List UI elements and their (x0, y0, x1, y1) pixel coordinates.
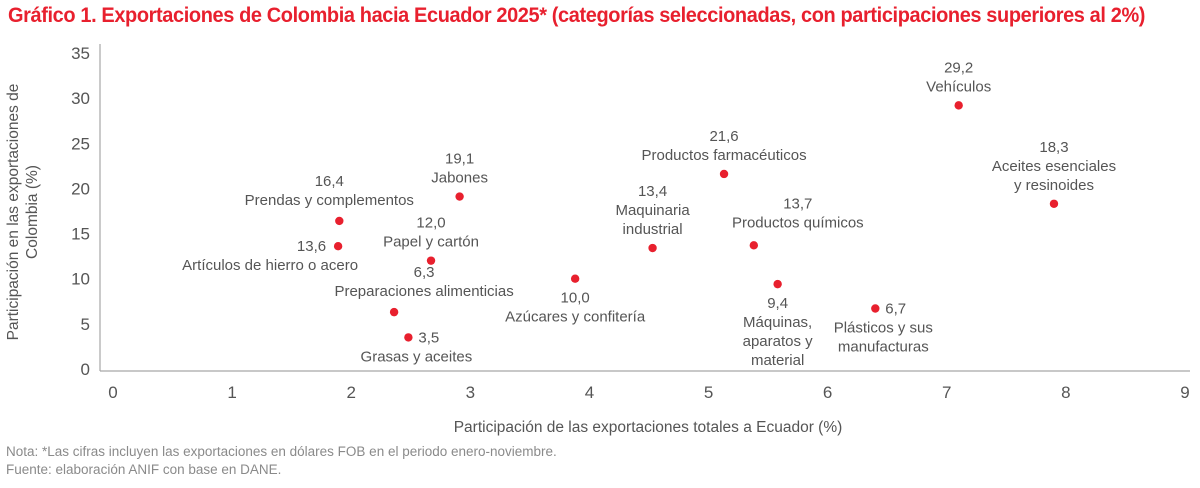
x-tick-label: 5 (704, 383, 713, 402)
data-name-label: Plásticos y sus (834, 320, 933, 337)
data-points (333, 101, 1059, 342)
data-point (773, 279, 782, 289)
data-value-label: 18,3 (1039, 139, 1068, 156)
x-tick-labels: 0 1 2 3 4 5 6 7 8 9 (108, 383, 1189, 402)
data-labels: 29,2 Vehículos 18,3 Aceites esenciales y res… (182, 59, 1116, 369)
y-tick-label: 30 (71, 89, 90, 108)
y-tick-label: 15 (71, 225, 90, 244)
y-tick-label: 25 (71, 134, 90, 153)
data-name-label: Productos farmacéuticos (642, 147, 807, 164)
y-tick-label: 0 (81, 360, 90, 379)
x-tick-label: 7 (942, 383, 951, 402)
x-tick-label: 6 (823, 383, 832, 402)
data-value-label: 10,0 (561, 290, 590, 307)
y-axis-title-line: Colombia (%) (24, 165, 41, 259)
data-point (749, 241, 759, 250)
data-value-label: 13,4 (638, 183, 667, 200)
data-name-label: y resinoides (1014, 177, 1094, 194)
data-point (570, 274, 580, 283)
data-name-label: Aceites esenciales (992, 158, 1116, 175)
data-name-label: Máquinas, (743, 314, 812, 331)
data-point (648, 243, 657, 253)
data-name-label: Artículos de hierro o acero (182, 257, 358, 274)
x-tick-label: 1 (227, 383, 236, 402)
data-name-label: Prendas y complementos (245, 192, 414, 209)
x-axis-title: Participación de las exportaciones total… (454, 419, 843, 436)
data-name-label: material (751, 352, 804, 369)
data-point (426, 256, 436, 265)
data-name-label: Productos químicos (732, 214, 864, 231)
data-point (404, 333, 413, 342)
data-name-label: Jabones (431, 170, 488, 187)
data-value-label: 6,3 (414, 264, 435, 281)
y-tick-label: 35 (71, 44, 90, 63)
y-tick-label: 10 (71, 270, 90, 289)
x-tick-label: 4 (585, 383, 594, 402)
data-name-label: aparatos y (743, 333, 814, 350)
data-value-label: 21,6 (709, 128, 738, 145)
data-value-label: 12,0 (416, 215, 445, 232)
x-tick-label: 0 (108, 383, 117, 402)
x-tick-label: 9 (1180, 383, 1189, 402)
source-text: Fuente: elaboración ANIF con base en DAN… (6, 462, 282, 477)
data-point (871, 304, 880, 313)
data-point (389, 307, 399, 317)
y-tick-label: 5 (81, 315, 90, 334)
data-value-label: 3,5 (418, 329, 439, 346)
y-axis-title-line: Participación en las exportaciones de (5, 84, 22, 341)
data-name-label: Vehículos (926, 78, 991, 95)
data-value-label: 9,4 (767, 295, 788, 312)
data-name-label: industrial (623, 221, 683, 238)
data-value-label: 6,7 (885, 301, 906, 318)
data-value-label: 29,2 (944, 59, 973, 76)
data-point (1049, 199, 1059, 208)
x-tick-label: 8 (1061, 383, 1070, 402)
data-name-label: Azúcares y confitería (505, 309, 646, 326)
data-name-label: Grasas y aceites (361, 348, 473, 365)
data-name-label: Papel y cartón (383, 234, 479, 251)
data-name-label: Preparaciones alimenticias (334, 283, 513, 300)
data-name-label: manufacturas (838, 339, 929, 356)
data-point (335, 216, 344, 226)
y-tick-label: 20 (71, 179, 90, 198)
note-text: Nota: *Las cifras incluyen las exportaci… (6, 444, 557, 459)
data-value-label: 13,7 (783, 195, 812, 212)
x-tick-label: 2 (346, 383, 355, 402)
data-point (954, 101, 963, 110)
data-name-label: Maquinaria (615, 202, 690, 219)
axes (99, 44, 1190, 372)
x-tick-label: 3 (466, 383, 475, 402)
y-tick-labels: 0 5 10 15 20 25 30 35 (71, 44, 90, 379)
data-value-label: 13,6 (297, 238, 326, 255)
data-point (455, 192, 464, 201)
data-value-label: 16,4 (315, 173, 344, 190)
data-point (719, 169, 729, 179)
data-value-label: 19,1 (445, 151, 474, 168)
data-point (333, 242, 343, 251)
chart-title: Gráfico 1. Exportaciones de Colombia hac… (8, 4, 1146, 27)
